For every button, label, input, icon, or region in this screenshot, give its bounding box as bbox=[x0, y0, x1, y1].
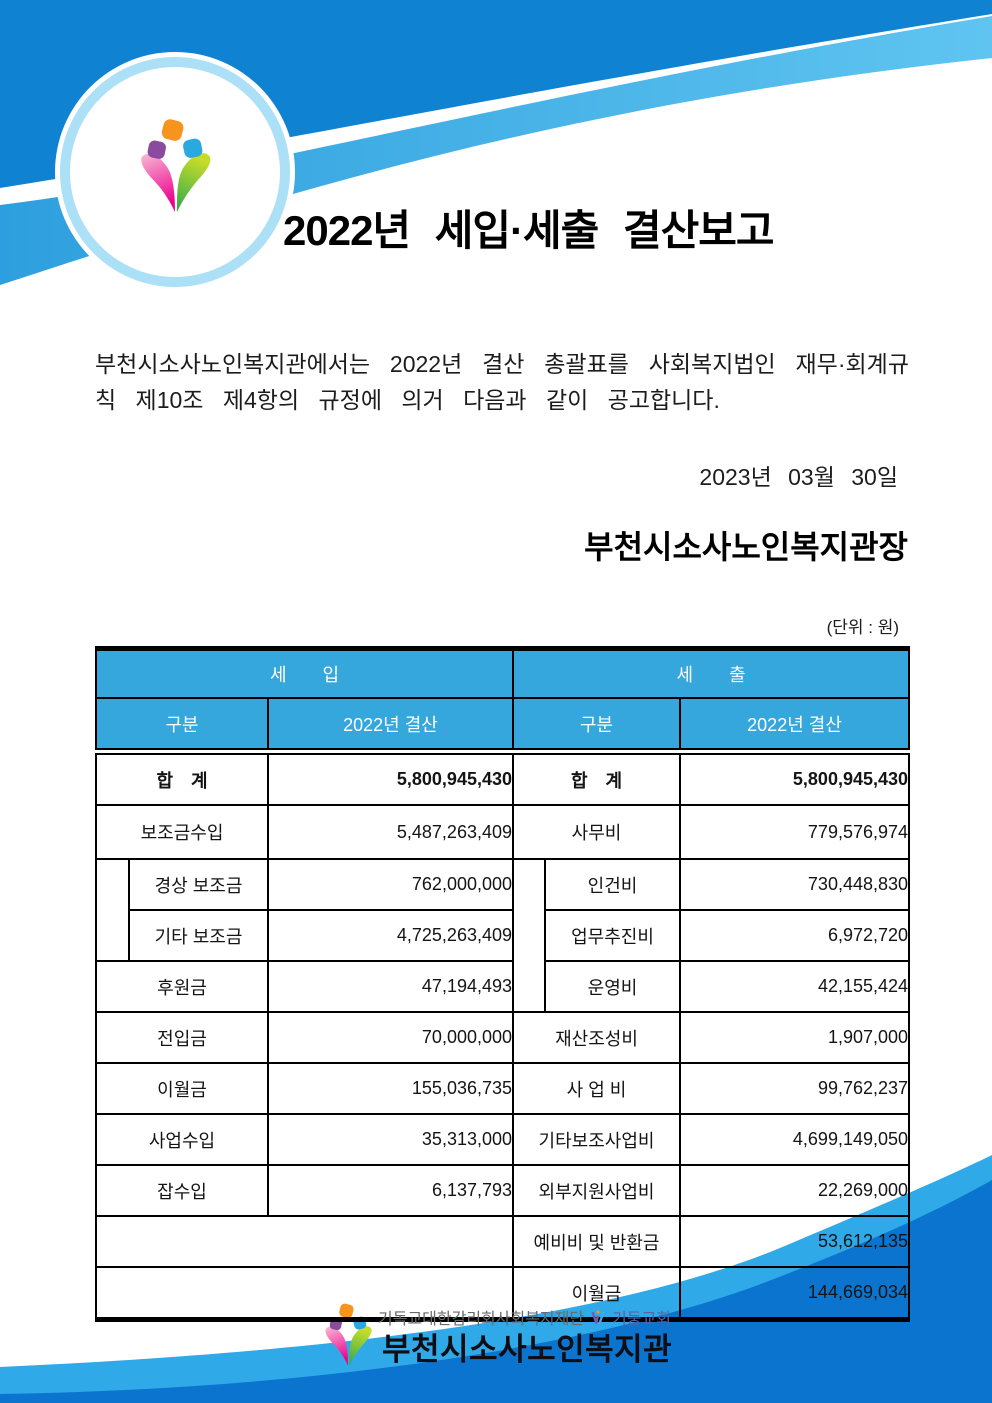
income-value: 762,000,000 bbox=[266, 858, 515, 911]
expense-value: 99,762,237 bbox=[679, 1062, 911, 1115]
table-row: 전입금 70,000,000 재산조성비 1,907,000 bbox=[95, 1011, 911, 1064]
income-value: 35,313,000 bbox=[266, 1113, 515, 1166]
income-empty-cell bbox=[94, 1266, 515, 1321]
expense-value: 1,907,000 bbox=[679, 1011, 911, 1064]
expense-value: 53,612,135 bbox=[679, 1215, 911, 1268]
table-column-header-row: 구분 2022년 결산 구분 2022년 결산 bbox=[95, 697, 911, 755]
table-row: 예비비 및 반환금 53,612,135 bbox=[94, 1215, 911, 1268]
table-row: 사업수입 35,313,000 기타보조사업비 4,699,149,050 bbox=[95, 1113, 911, 1166]
expense-value: 22,269,000 bbox=[679, 1164, 911, 1217]
expense-label: 외부지원사업비 bbox=[512, 1164, 682, 1217]
section-income: 세 입 bbox=[94, 647, 515, 699]
expense-value: 4,699,149,050 bbox=[679, 1113, 911, 1166]
expense-label: 예비비 및 반환금 bbox=[512, 1215, 682, 1268]
footer-foundation-name: 기독교대한감리회사회복지재단 bbox=[378, 1311, 585, 1328]
footer-org-name: 부천시소사노인복지관 bbox=[382, 1332, 673, 1367]
expense-value: 6,972,720 bbox=[679, 909, 911, 962]
table-row: 보조금수입 5,487,263,409 사무비 779,576,974 bbox=[95, 804, 911, 860]
table-row: 후원금 47,194,493 운영비 42,155,424 bbox=[95, 960, 911, 1013]
income-value: 155,036,735 bbox=[266, 1062, 515, 1115]
expense-label: 사무비 bbox=[512, 804, 682, 860]
footer-dark-shape bbox=[0, 1180, 992, 1403]
table-row: 잡수입 6,137,793 외부지원사업비 22,269,000 bbox=[95, 1164, 911, 1217]
income-label: 보조금수입 bbox=[95, 804, 269, 860]
income-label: 후원금 bbox=[95, 960, 269, 1013]
header-stripe-shape bbox=[0, 16, 992, 285]
income-indent-strip bbox=[95, 858, 130, 962]
expense-sublabel: 업무추진비 bbox=[544, 909, 682, 962]
income-label: 이월금 bbox=[95, 1062, 269, 1115]
notice-date: 2023년 03월 30일 bbox=[699, 464, 898, 490]
expense-sublabel: 운영비 bbox=[544, 960, 682, 1013]
income-sublabel: 기타 보조금 bbox=[128, 909, 269, 962]
table-row: 기타 보조금 4,725,263,409 업무추진비 6,972,720 bbox=[96, 909, 911, 962]
page-title: 2022년 세입·세출 결산보고 bbox=[283, 207, 775, 254]
expense-value: 144,669,034 bbox=[679, 1266, 911, 1321]
unit-note: (단위 : 원) bbox=[826, 618, 899, 637]
expense-label: 기타보조사업비 bbox=[512, 1113, 682, 1166]
expense-value: 42,155,424 bbox=[679, 960, 911, 1013]
footer-church-name: 기둥교회 bbox=[612, 1311, 671, 1328]
church-mark-icon bbox=[591, 1309, 605, 1324]
table-row: 이월금 144,669,034 bbox=[94, 1266, 911, 1321]
table-row: 이월금 155,036,735 사 업 비 99,762,237 bbox=[95, 1062, 911, 1115]
notice-line-1: 부천시소사노인복지관에서는 2022년 결산 총괄표를 사회복지법인 재무·회계… bbox=[95, 351, 909, 377]
income-value: 47,194,493 bbox=[266, 960, 515, 1013]
table-section-header-row: 세 입 세 출 bbox=[94, 647, 911, 699]
expense-label: 합 계 bbox=[512, 750, 682, 806]
income-value: 70,000,000 bbox=[266, 1011, 515, 1064]
expense-indent-strip bbox=[512, 858, 547, 1013]
expense-value: 5,800,945,430 bbox=[679, 750, 911, 806]
col-expense-amount: 2022년 결산 bbox=[679, 697, 911, 755]
table-row: 경상 보조금 762,000,000 인건비 730,448,830 bbox=[95, 858, 911, 1013]
header-logo-circle bbox=[55, 52, 295, 292]
col-income-category: 구분 bbox=[95, 697, 269, 755]
expense-sublabel: 인건비 bbox=[544, 858, 682, 911]
section-expense: 세 출 bbox=[512, 647, 911, 699]
income-value: 6,137,793 bbox=[266, 1164, 515, 1217]
notice-line-2: 칙 제10조 제4항의 규정에 의거 다음과 같이 공고합니다. bbox=[95, 387, 720, 413]
income-value: 4,725,263,409 bbox=[266, 909, 515, 962]
notice-paragraph: 부천시소사노인복지관에서는 2022년 결산 총괄표를 사회복지법인 재무·회계… bbox=[95, 346, 909, 418]
expense-label: 사 업 비 bbox=[512, 1062, 682, 1115]
footer-foundation-line: 기독교대한감리회사회복지재단 기둥교회 bbox=[378, 1305, 671, 1329]
income-label: 잡수입 bbox=[95, 1164, 269, 1217]
income-label: 사업수입 bbox=[95, 1113, 269, 1166]
income-empty-cell bbox=[94, 1215, 515, 1268]
income-value: 5,800,945,430 bbox=[266, 750, 515, 806]
signature-org-head: 부천시소사노인복지관장 bbox=[584, 529, 908, 565]
settlement-table: 세 입 세 출 구분 2022년 결산 구분 2022년 결산 합 계 5,80… bbox=[94, 646, 911, 1322]
income-label: 합 계 bbox=[95, 750, 269, 806]
income-sublabel: 경상 보조금 bbox=[128, 858, 269, 911]
expense-value: 779,576,974 bbox=[679, 804, 911, 860]
col-expense-category: 구분 bbox=[512, 697, 682, 755]
table-row: 합 계 5,800,945,430 합 계 5,800,945,430 bbox=[95, 750, 911, 806]
income-label: 전입금 bbox=[95, 1011, 269, 1064]
col-income-amount: 2022년 결산 bbox=[266, 697, 515, 755]
expense-value: 730,448,830 bbox=[679, 858, 911, 911]
income-value: 5,487,263,409 bbox=[266, 804, 515, 860]
expense-label: 재산조성비 bbox=[512, 1011, 682, 1064]
